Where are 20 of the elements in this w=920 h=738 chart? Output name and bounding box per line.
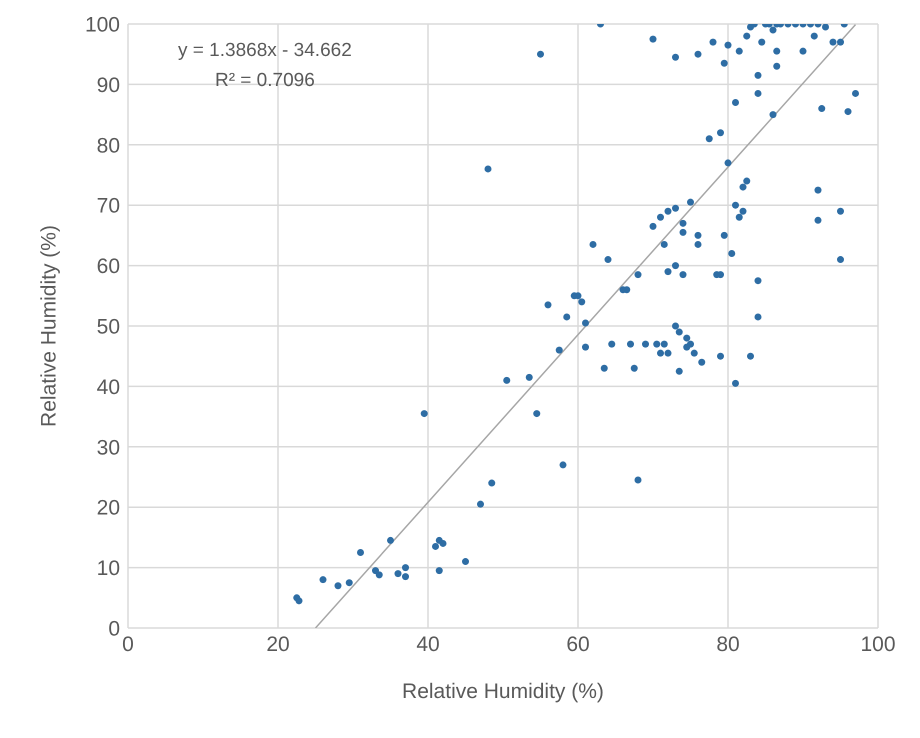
y-tick-label: 0: [108, 617, 120, 640]
y-tick-label: 40: [96, 376, 120, 399]
y-tick-label: 10: [96, 557, 120, 580]
y-tick-label: 100: [84, 13, 120, 36]
y-tick-label: 30: [96, 436, 120, 460]
y-tick-label: 50: [96, 315, 120, 338]
y-tick-label: 60: [96, 255, 120, 278]
annotation: R² = 0.7096: [214, 69, 316, 93]
y-tick-label: 20: [96, 496, 120, 520]
x-tick-label: 100: [860, 632, 896, 656]
y-tick-label: 90: [96, 74, 120, 97]
x-tick-label: 80: [716, 632, 740, 656]
x-tick-label: 20: [266, 632, 290, 656]
x-tick-label: 60: [566, 632, 590, 656]
annotation: y = 1.3868x - 34.662: [178, 39, 352, 63]
x-axis-title: Relative Humidity (%): [402, 680, 604, 703]
y-axis-title: Relative Humidity (%): [37, 225, 60, 427]
y-tick-label: 70: [96, 194, 120, 218]
x-tick-label: 40: [416, 632, 440, 656]
y-tick-label: 80: [96, 134, 120, 158]
